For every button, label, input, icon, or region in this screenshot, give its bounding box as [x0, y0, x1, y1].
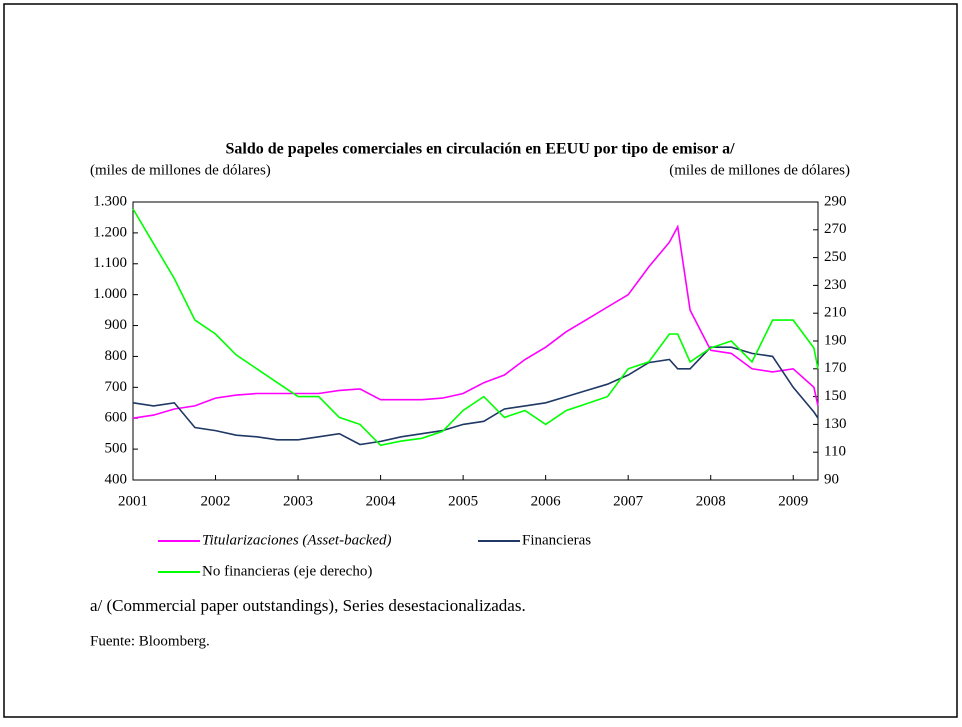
series-line — [132, 208, 819, 447]
legend-label: Titularizaciones (Asset-backed) — [202, 532, 392, 548]
x-tick-label: 2001 — [118, 493, 148, 509]
x-tick-label: 2004 — [366, 493, 397, 509]
y-tick-label: 400 — [105, 471, 128, 487]
y2-axis-label: (miles de millones de dólares) — [669, 162, 850, 178]
y-tick-label: 1.100 — [93, 255, 127, 271]
y2-tick-label: 290 — [824, 193, 847, 209]
y-tick-label: 1.200 — [93, 224, 127, 240]
y-tick-label: 700 — [105, 379, 128, 395]
y-tick-label: 500 — [105, 441, 128, 457]
y-tick-label: 1.300 — [93, 193, 127, 209]
y2-tick-label: 150 — [824, 388, 847, 404]
y2-tick-label: 170 — [824, 360, 847, 376]
x-tick-label: 2009 — [778, 493, 808, 509]
x-tick-label: 2008 — [696, 493, 726, 509]
y2-tick-label: 190 — [824, 332, 847, 348]
y-tick-label: 600 — [105, 410, 128, 426]
y2-tick-label: 250 — [824, 249, 847, 265]
chart-title: Saldo de papeles comerciales en circulac… — [225, 141, 735, 158]
series-line — [132, 224, 819, 419]
legend-label: Financieras — [522, 532, 591, 548]
y2-tick-label: 230 — [824, 277, 847, 293]
frame — [3, 3, 958, 718]
x-tick-label: 2006 — [531, 493, 562, 509]
y2-tick-label: 90 — [824, 471, 839, 487]
y2-tick-label: 130 — [824, 416, 847, 432]
x-tick-label: 2007 — [613, 493, 644, 509]
y-tick-label: 800 — [105, 348, 128, 364]
source: Fuente: Bloomberg. — [90, 633, 210, 649]
y2-tick-label: 210 — [824, 305, 847, 321]
x-tick-label: 2003 — [283, 493, 313, 509]
y-tick-label: 900 — [105, 317, 128, 333]
legend-label: No financieras (eje derecho) — [202, 563, 372, 579]
y-axis-label: (miles de millones de dólares) — [90, 162, 271, 178]
plot-area — [132, 201, 819, 481]
y2-tick-label: 110 — [824, 444, 846, 460]
x-tick-label: 2005 — [448, 493, 478, 509]
x-tick-label: 2002 — [201, 493, 231, 509]
footnote: a/ (Commercial paper outstandings), Seri… — [90, 596, 526, 615]
y2-tick-label: 270 — [824, 221, 847, 237]
y-tick-label: 1.000 — [93, 286, 127, 302]
